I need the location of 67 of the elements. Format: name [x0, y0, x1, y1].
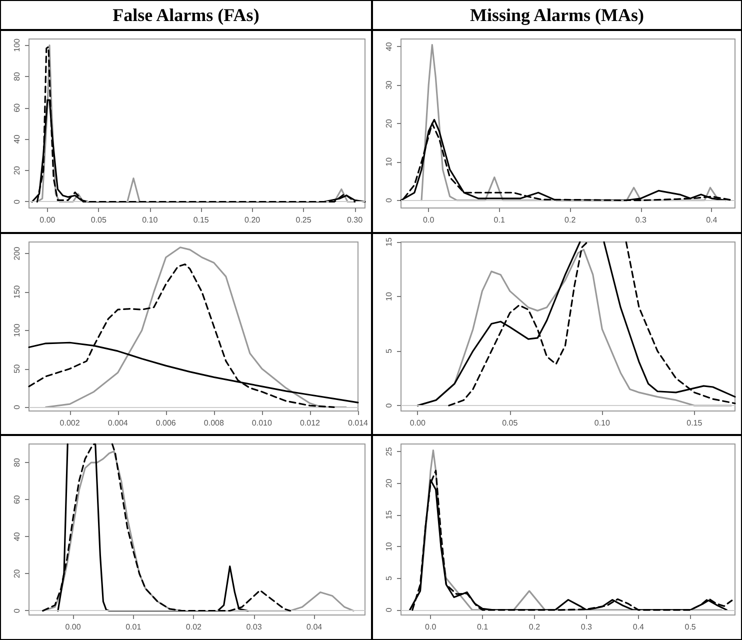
y-tick-label: 0 — [384, 198, 394, 203]
x-tick-label: 0.00 — [410, 418, 426, 428]
y-tick-label: 80 — [12, 72, 22, 82]
x-tick-label: 0.0 — [425, 622, 437, 632]
y-tick-label: 0 — [12, 198, 22, 204]
x-tick-label: 0.1 — [494, 216, 506, 224]
y-tick-label: 150 — [12, 284, 22, 298]
x-tick-label: 0.10 — [594, 418, 610, 428]
x-tick-label: 0.3 — [580, 622, 593, 632]
y-tick-label: 10 — [384, 542, 394, 552]
chart-title: Missing Alarms (MAs) — [373, 1, 741, 31]
y-tick-label: 100 — [12, 322, 22, 337]
y-tick-label: 0 — [384, 607, 394, 612]
y-tick-label: 30 — [384, 80, 394, 90]
x-tick-label: 0.00 — [40, 216, 56, 224]
x-tick-label: 0.012 — [300, 418, 321, 428]
y-tick-label: 60 — [12, 102, 22, 112]
x-tick-label: 0.4 — [632, 622, 644, 632]
x-tick-label: 0.15 — [686, 418, 703, 428]
y-tick-label: 20 — [12, 569, 22, 578]
y-tick-label: 15 — [384, 236, 394, 246]
y-tick-label: 50 — [12, 363, 22, 373]
x-tick-label: 0.010 — [252, 418, 272, 428]
x-tick-label: 0.10 — [142, 216, 158, 224]
x-tick-label: 0.04 — [306, 622, 323, 632]
x-tick-label: 0.01 — [126, 622, 142, 632]
x-tick-label: 0.02 — [186, 622, 202, 632]
x-tick-label: 0.05 — [502, 418, 518, 428]
y-tick-label: 5 — [384, 348, 394, 353]
y-tick-label: 0 — [384, 402, 394, 408]
y-tick-label: 15 — [384, 510, 394, 520]
y-tick-label: 60 — [12, 494, 22, 504]
y-tick-label: 0 — [12, 608, 22, 614]
x-tick-label: 0.004 — [108, 418, 128, 428]
y-tick-label: 5 — [384, 576, 394, 581]
chart-title: False Alarms (FAs) — [1, 1, 373, 31]
x-tick-label: 0.014 — [348, 418, 369, 428]
x-tick-label: 0.03 — [246, 622, 262, 632]
x-tick-label: 0.2 — [564, 216, 576, 224]
y-tick-label: 100 — [12, 38, 22, 52]
x-tick-label: 0.20 — [244, 216, 261, 224]
x-tick-label: 0.1 — [476, 622, 489, 632]
x-tick-label: 0.5 — [684, 622, 696, 632]
x-tick-label: 0.0 — [423, 216, 435, 224]
y-tick-label: 10 — [384, 156, 394, 166]
x-tick-label: 0.008 — [204, 418, 224, 428]
y-tick-label: 10 — [384, 291, 394, 301]
x-tick-label: 0.00 — [65, 622, 82, 632]
y-tick-label: 20 — [384, 478, 394, 488]
y-tick-label: 80 — [12, 458, 22, 468]
x-tick-label: 0.2 — [528, 622, 541, 632]
y-tick-label: 40 — [12, 532, 22, 542]
x-tick-label: 0.3 — [635, 216, 647, 224]
x-tick-label: 0.15 — [193, 216, 210, 224]
x-tick-label: 0.006 — [156, 418, 176, 428]
x-tick-label: 0.25 — [296, 216, 312, 224]
x-tick-label: 0.4 — [706, 216, 718, 224]
x-tick-label: 0.30 — [346, 216, 364, 224]
y-tick-label: 20 — [12, 165, 22, 175]
y-tick-label: 20 — [384, 118, 394, 128]
y-tick-label: 40 — [384, 42, 394, 52]
x-tick-label: 0.05 — [90, 216, 107, 224]
y-tick-label: 0 — [12, 404, 22, 410]
y-tick-label: 200 — [12, 246, 22, 260]
y-tick-label: 25 — [384, 446, 394, 456]
y-tick-label: 40 — [12, 134, 22, 144]
x-tick-label: 0.002 — [60, 418, 80, 428]
